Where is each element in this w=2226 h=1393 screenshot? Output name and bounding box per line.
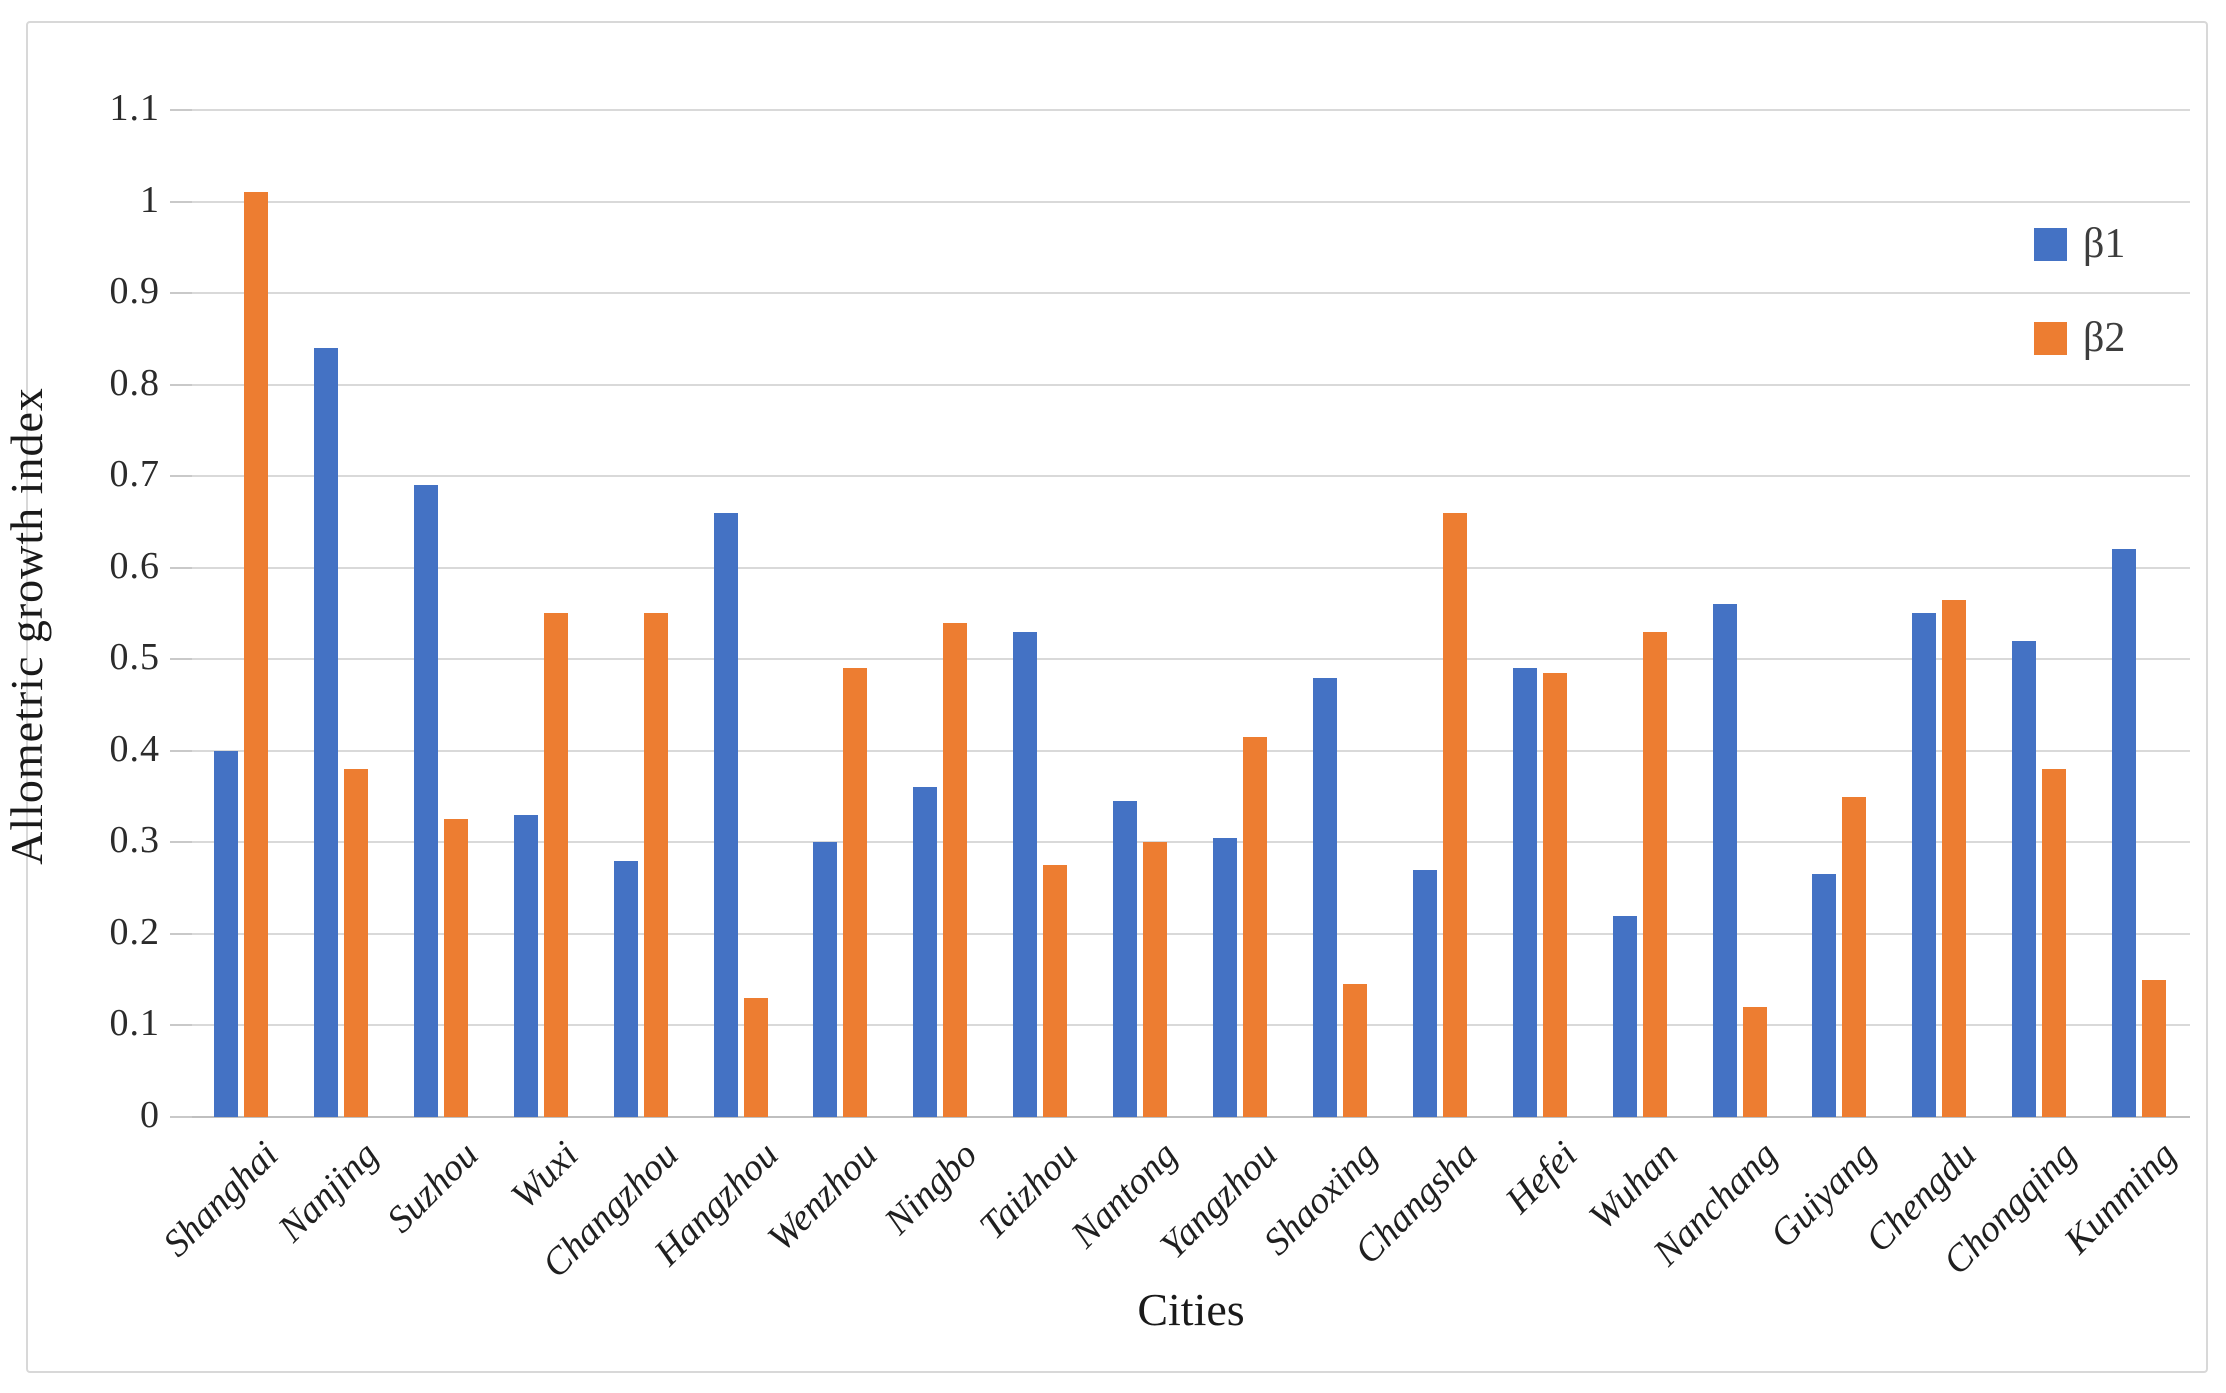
bar-beta2-changsha xyxy=(1443,513,1467,1117)
bar-beta2-hangzhou xyxy=(744,998,768,1117)
bar-beta1-guiyang xyxy=(1812,874,1836,1117)
gridline xyxy=(192,932,2190,935)
bar-beta1-suzhou xyxy=(414,485,438,1117)
bar-beta2-wuhan xyxy=(1643,632,1667,1117)
bar-beta1-chengdu xyxy=(1912,613,1936,1117)
bar-beta1-taizhou xyxy=(1013,632,1037,1117)
y-tick-label: 0.5 xyxy=(109,636,160,679)
y-axis-tick xyxy=(170,200,192,203)
y-tick-label: 0.7 xyxy=(109,453,160,496)
y-tick-label: 0.9 xyxy=(109,270,160,313)
y-tick-label: 1 xyxy=(140,178,160,221)
gridline xyxy=(192,749,2190,752)
gridline xyxy=(192,292,2190,295)
y-axis-tick xyxy=(170,383,192,386)
y-axis-tick xyxy=(170,1024,192,1027)
bar-beta1-wenzhou xyxy=(813,842,837,1117)
legend-entry-beta1: β1 xyxy=(2034,218,2125,270)
bar-beta1-ningbo xyxy=(913,787,937,1117)
bar-beta1-hangzhou xyxy=(714,513,738,1117)
bar-beta1-shaoxing xyxy=(1313,678,1337,1117)
bar-beta2-suzhou xyxy=(444,819,468,1117)
gridline xyxy=(192,658,2190,661)
bar-beta2-shanghai xyxy=(244,192,268,1117)
y-axis-tick xyxy=(170,749,192,752)
bar-beta1-nantong xyxy=(1113,801,1137,1117)
gridline xyxy=(192,475,2190,478)
beta1-swatch-icon xyxy=(2034,227,2067,261)
gridline xyxy=(192,566,2190,569)
legend: β1 β2 xyxy=(2034,218,2125,406)
bar-beta1-nanchang xyxy=(1713,604,1737,1117)
gridline xyxy=(192,841,2190,844)
bar-beta2-changzhou xyxy=(644,613,668,1117)
legend-label-beta1: β1 xyxy=(2083,221,2126,267)
bar-beta1-chongqing xyxy=(2012,641,2036,1117)
bar-beta1-wuxi xyxy=(514,815,538,1117)
gridline xyxy=(192,200,2190,203)
bar-beta2-wuxi xyxy=(544,613,568,1117)
y-axis-tick xyxy=(170,566,192,569)
y-axis-tick xyxy=(170,475,192,478)
y-axis-tick xyxy=(170,109,192,111)
bar-beta2-yangzhou xyxy=(1243,737,1267,1117)
bar-beta2-nanjing xyxy=(344,769,368,1117)
bar-beta1-yangzhou xyxy=(1213,838,1237,1117)
bar-beta1-kunming xyxy=(2112,549,2136,1117)
bar-beta1-changzhou xyxy=(614,861,638,1117)
y-axis-tick xyxy=(170,292,192,295)
bar-beta2-nanchang xyxy=(1743,1007,1767,1117)
x-axis-line xyxy=(192,1116,2190,1118)
bar-beta2-nantong xyxy=(1143,842,1167,1117)
y-axis-tick xyxy=(170,932,192,935)
bar-beta1-shanghai xyxy=(214,751,238,1117)
y-tick-label: 0.6 xyxy=(109,544,160,587)
bar-beta2-kunming xyxy=(2142,980,2166,1117)
legend-entry-beta2: β2 xyxy=(2034,312,2125,364)
bar-beta2-shaoxing xyxy=(1343,984,1367,1117)
y-tick-label: 0.1 xyxy=(109,1002,160,1045)
bar-beta2-chengdu xyxy=(1942,600,1966,1117)
gridline xyxy=(192,383,2190,386)
y-axis-tick xyxy=(170,841,192,844)
beta2-swatch-icon xyxy=(2034,321,2067,355)
chart-outer-border xyxy=(26,21,2208,1373)
y-tick-label: 0.4 xyxy=(109,727,160,770)
y-axis-tick xyxy=(170,658,192,661)
bar-beta1-nanjing xyxy=(314,348,338,1117)
gridline xyxy=(192,1024,2190,1027)
bar-beta2-taizhou xyxy=(1043,865,1067,1117)
y-tick-label: 0.8 xyxy=(109,361,160,404)
y-tick-label: 0.3 xyxy=(109,819,160,862)
bar-beta1-changsha xyxy=(1413,870,1437,1117)
x-axis-title: Cities xyxy=(1137,1284,1245,1335)
bar-beta1-wuhan xyxy=(1613,916,1637,1117)
y-tick-label: 0.2 xyxy=(109,910,160,953)
y-axis-tick xyxy=(170,1116,192,1118)
plot-area: 0 0.1 0.2 0.3 0.4 0.5 0.6 0.7 0.8 0.9 1 1.1 Shanghai… xyxy=(110,87,2190,1286)
y-tick-label: 0 xyxy=(140,1094,160,1136)
bar-beta2-hefei xyxy=(1543,673,1567,1117)
bar-beta2-ningbo xyxy=(943,623,967,1117)
legend-label-beta2: β2 xyxy=(2083,315,2126,361)
bar-beta1-hefei xyxy=(1513,668,1537,1117)
bar-beta2-chongqing xyxy=(2042,769,2066,1117)
y-tick-label: 1.1 xyxy=(109,87,160,129)
gridline xyxy=(192,109,2190,111)
bar-beta2-wenzhou xyxy=(843,668,867,1117)
bar-beta2-guiyang xyxy=(1842,797,1866,1117)
